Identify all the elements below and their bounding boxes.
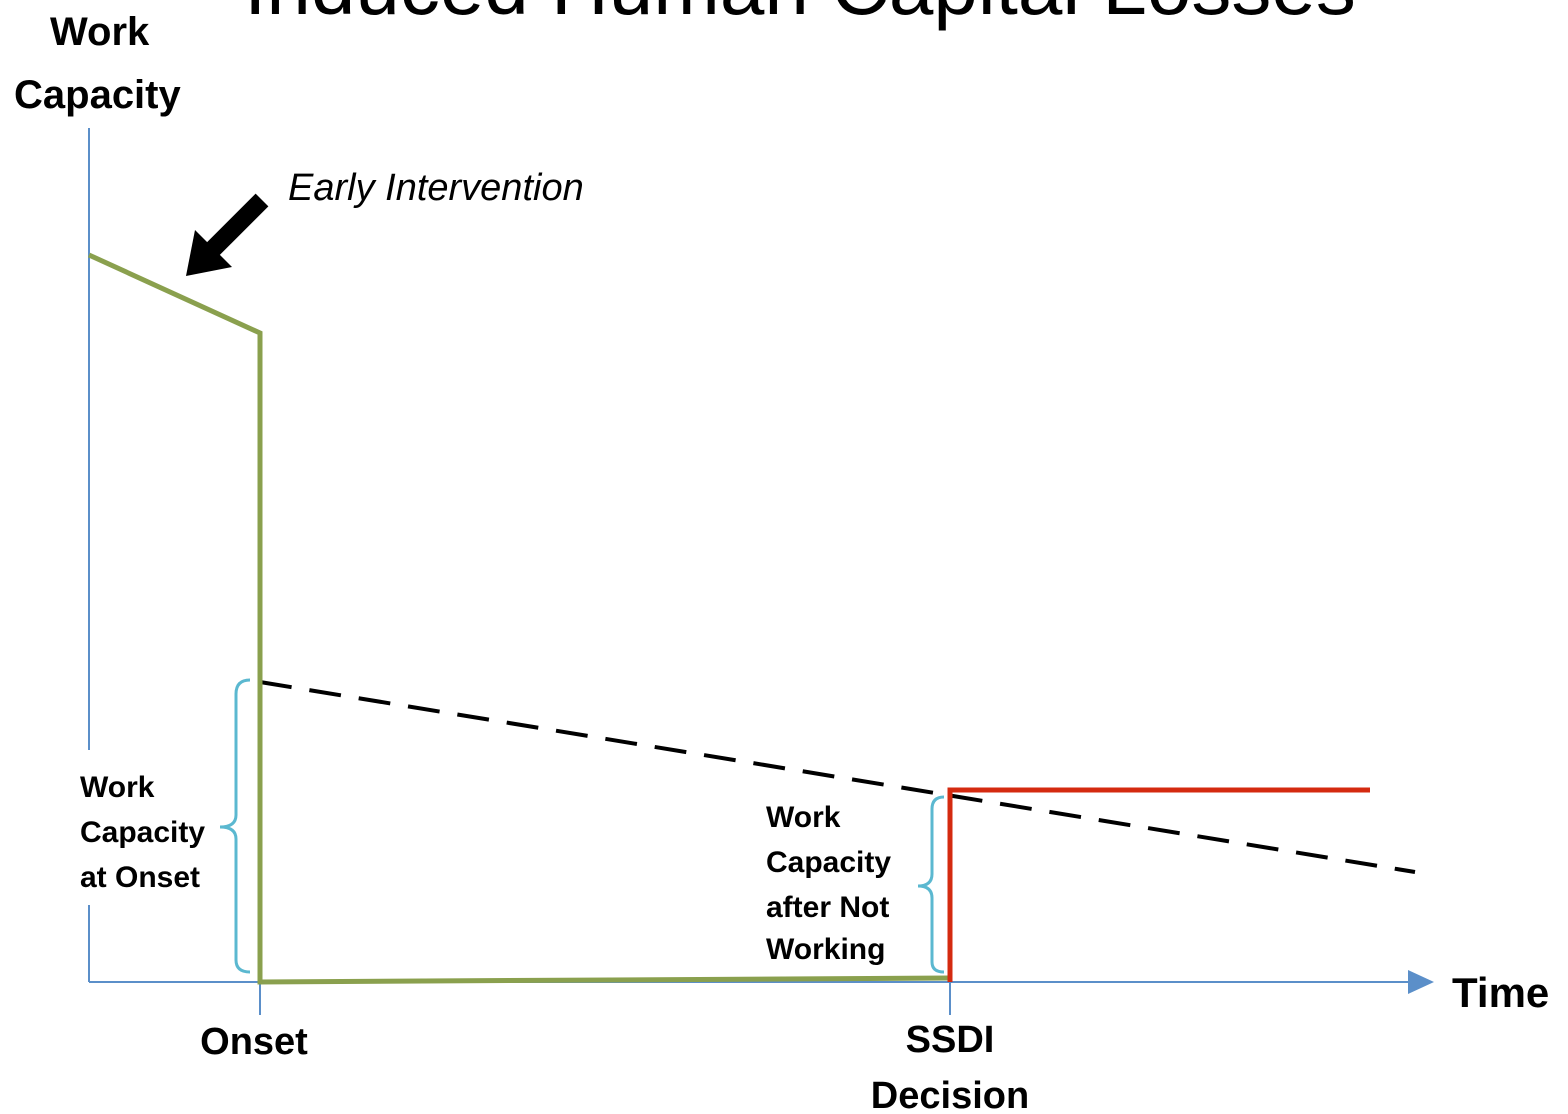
bracket-label: Capacity bbox=[766, 846, 891, 879]
bracket-label: at Onset bbox=[80, 861, 200, 894]
x-axis-arrow bbox=[1408, 970, 1434, 994]
bracket bbox=[219, 678, 251, 974]
bracket bbox=[917, 795, 945, 974]
x-axis-label: Time bbox=[1452, 969, 1549, 1016]
bracket-label: Work bbox=[766, 801, 841, 834]
arrow-shaft bbox=[203, 193, 269, 259]
title: Induced Human Capital Losses bbox=[244, 0, 1356, 31]
y-axis-label: Work bbox=[50, 10, 150, 54]
work-capacity-line bbox=[87, 252, 951, 985]
bracket-label: Capacity bbox=[80, 816, 205, 849]
marker-label: Decision bbox=[871, 1075, 1029, 1114]
marker-label: Onset bbox=[200, 1021, 308, 1063]
bracket-label: Working bbox=[766, 933, 885, 966]
arrow-head bbox=[186, 230, 232, 276]
bracket-label: Work bbox=[80, 771, 155, 804]
y-axis-label: Capacity bbox=[14, 73, 181, 117]
marker-label: SSDI bbox=[906, 1019, 995, 1061]
annotation: Early Intervention bbox=[288, 167, 584, 209]
counterfactual-line bbox=[259, 680, 1416, 874]
bracket-label: after Not bbox=[766, 891, 889, 924]
label-backdrop bbox=[40, 0, 170, 55]
ssdi-line bbox=[947, 787, 1370, 982]
